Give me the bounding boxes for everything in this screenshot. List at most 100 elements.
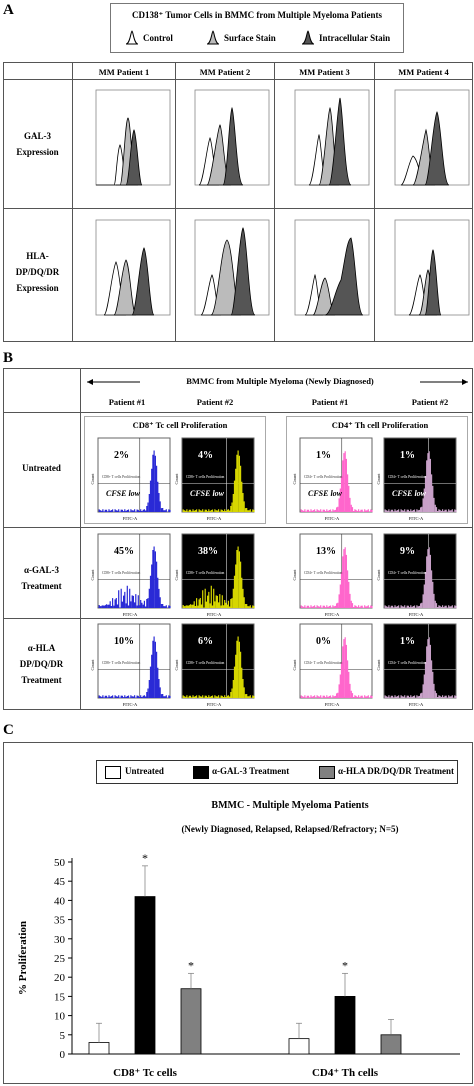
- cfse-low-label: CFSE low: [190, 489, 225, 498]
- flow-gate-caption: CD4+ T cells Proliferation: [304, 661, 343, 665]
- patient-label-4: Patient #2: [411, 397, 449, 407]
- hist-gal3-mm3: [294, 89, 370, 186]
- col-header-mm3: MM Patient 3: [299, 67, 350, 77]
- legend-swatch-intracellular: [301, 30, 315, 45]
- flow-gate-caption: CD8+ T cells Proliferation: [186, 661, 225, 665]
- col-header-mm4: MM Patient 4: [398, 67, 449, 77]
- flow-plot-r1-c2: 13% CD4+ T cells Proliferation FITC-A Count: [292, 533, 373, 617]
- legend-swatch-untreated: [105, 766, 121, 779]
- flow-percent-r2-c1: 6%: [198, 636, 213, 647]
- cfse-low-label: CFSE low: [308, 489, 343, 498]
- y-tick-label: 40: [54, 895, 66, 907]
- flow-percent-r0-c1: 4%: [198, 450, 213, 461]
- legend-label-agal3: α-GAL-3 Treatment: [212, 766, 290, 776]
- legend-swatch-control: [125, 30, 139, 45]
- category-label-0: CD8⁺ Tc cells: [113, 1067, 178, 1079]
- flow-percent-r2-c3: 1%: [400, 636, 415, 647]
- flow-plot-r2-c0: 10% CD8+ T cells Proliferation FITC-A Count: [90, 623, 171, 707]
- row-label-untreated: Untreated: [22, 463, 61, 473]
- legend-label-control: Control: [143, 33, 173, 43]
- cfse-low-label: CFSE low: [392, 489, 427, 498]
- panel-b-table: [3, 368, 473, 710]
- flow-plot-r0-c2: 1% CD4+ T cells Proliferation CFSE low FITC…: [292, 437, 373, 521]
- significance-star: *: [188, 958, 194, 972]
- panel-a-legend-title: CD138⁺ Tumor Cells in BMMC from Multiple…: [132, 10, 382, 20]
- group-box-cd4: [286, 416, 468, 524]
- flow-plot-r0-c0: 2% CD8+ T cells Proliferation CFSE low FITC…: [90, 437, 171, 521]
- col-header-mm1: MM Patient 1: [98, 67, 150, 77]
- flow-x-axis-label: FITC-A: [207, 612, 222, 617]
- panel-c-frame: [3, 742, 473, 1084]
- category-label-1: CD4⁺ Th cells: [312, 1067, 379, 1079]
- panel-a-table: [3, 62, 473, 342]
- flow-percent-r1-c0: 45%: [114, 546, 134, 557]
- legend-label-intracellular: Intracellular Stain: [319, 33, 391, 43]
- hist-gal3-mm4: [394, 89, 470, 186]
- group-title-cd4: CD4⁺ Th cell Proliferation: [331, 420, 429, 430]
- group-box-cd8: [84, 416, 266, 524]
- flow-gate-caption: CD4+ T cells Proliferation: [388, 661, 427, 665]
- flow-y-axis-label: Count: [376, 659, 381, 671]
- legend-label-untreated: Untreated: [125, 766, 164, 776]
- panel-a-histograms: [95, 89, 470, 316]
- chart-subtitle: (Newly Diagnosed, Relapsed, Relapsed/Ref…: [181, 824, 399, 834]
- flow-x-axis-label: FITC-A: [123, 516, 138, 521]
- y-tick-label: 15: [54, 991, 66, 1003]
- panel-a-letter: A: [3, 2, 14, 18]
- y-tick-label: 10: [54, 1011, 66, 1023]
- flow-gate-caption: CD4+ T cells Proliferation: [304, 475, 343, 479]
- flow-x-axis-label: FITC-A: [325, 612, 340, 617]
- row-label-ahla: α-HLA DP/DQ/DR Treatment: [19, 643, 64, 685]
- flow-gate-caption: CD8+ T cells Proliferation: [186, 475, 225, 479]
- flow-plot-r1-c1: 38% CD8+ T cells Proliferation FITC-A Count: [174, 533, 255, 617]
- flow-y-axis-label: Count: [292, 569, 297, 581]
- cfse-low-label: CFSE low: [106, 489, 141, 498]
- flow-y-axis-label: Count: [90, 569, 95, 581]
- flow-y-axis-label: Count: [174, 659, 179, 671]
- flow-plot-r2-c2: 0% CD4+ T cells Proliferation FITC-A Count: [292, 623, 373, 707]
- flow-gate-caption: CD8+ T cells Proliferation: [102, 475, 141, 479]
- flow-percent-r0-c3: 1%: [400, 450, 415, 461]
- flow-percent-r1-c1: 38%: [198, 546, 218, 557]
- bar-1-0: [288, 1038, 310, 1055]
- flow-x-axis-label: FITC-A: [409, 612, 424, 617]
- flow-gate-caption: CD8+ T cells Proliferation: [102, 571, 141, 575]
- y-tick-label: 20: [54, 972, 66, 984]
- bar-chart: 0 5 10 15 20 25 30 35 40 45 50 % Proliferation * * CD8…: [17, 851, 460, 1079]
- legend-swatch-ahla: [319, 766, 335, 779]
- flow-gate-caption: CD8+ T cells Proliferation: [186, 571, 225, 575]
- flow-x-axis-label: FITC-A: [409, 702, 424, 707]
- flow-plot-r2-c3: 1% CD4+ T cells Proliferation FITC-A Count: [376, 623, 457, 707]
- bar-0-0: [88, 1042, 110, 1055]
- legend-label-ahla: α-HLA DR/DQ/DR Treatment: [338, 766, 455, 776]
- flow-gate-caption: CD4+ T cells Proliferation: [304, 571, 343, 575]
- group-title-cd8: CD8⁺ Tc cell Proliferation: [132, 420, 228, 430]
- flow-x-axis-label: FITC-A: [207, 702, 222, 707]
- legend-label-surface: Surface Stain: [224, 33, 276, 43]
- flow-x-axis-label: FITC-A: [325, 702, 340, 707]
- hist-hla-mm1: [95, 219, 171, 316]
- col-header-mm2: MM Patient 2: [199, 67, 251, 77]
- flow-y-axis-label: Count: [292, 659, 297, 671]
- flow-y-axis-label: Count: [376, 473, 381, 485]
- flow-y-axis-label: Count: [174, 473, 179, 485]
- flow-x-axis-label: FITC-A: [409, 516, 424, 521]
- row-label-gal3: GAL-3 Expression: [16, 131, 59, 157]
- flow-gate-caption: CD4+ T cells Proliferation: [388, 475, 427, 479]
- y-tick-label: 30: [54, 934, 66, 946]
- patient-label-2: Patient #2: [196, 397, 234, 407]
- flow-percent-r0-c2: 1%: [316, 450, 331, 461]
- y-tick-label: 0: [60, 1049, 66, 1061]
- bar-1-1: [334, 995, 356, 1055]
- y-tick-label: 5: [60, 1030, 66, 1042]
- legend-swatch-surface: [206, 30, 220, 45]
- hist-gal3-mm1: [95, 89, 171, 186]
- flow-percent-r1-c3: 9%: [400, 546, 415, 557]
- flow-percent-r2-c0: 10%: [114, 636, 134, 647]
- flow-x-axis-label: FITC-A: [123, 702, 138, 707]
- flow-y-axis-label: Count: [376, 569, 381, 581]
- flow-y-axis-label: Count: [174, 569, 179, 581]
- row-label-agal3: α-GAL-3 Treatment: [21, 565, 62, 591]
- hist-gal3-mm2: [194, 89, 270, 186]
- panel-b-banner: BMMC from Multiple Myeloma (Newly Diagno…: [140, 376, 420, 386]
